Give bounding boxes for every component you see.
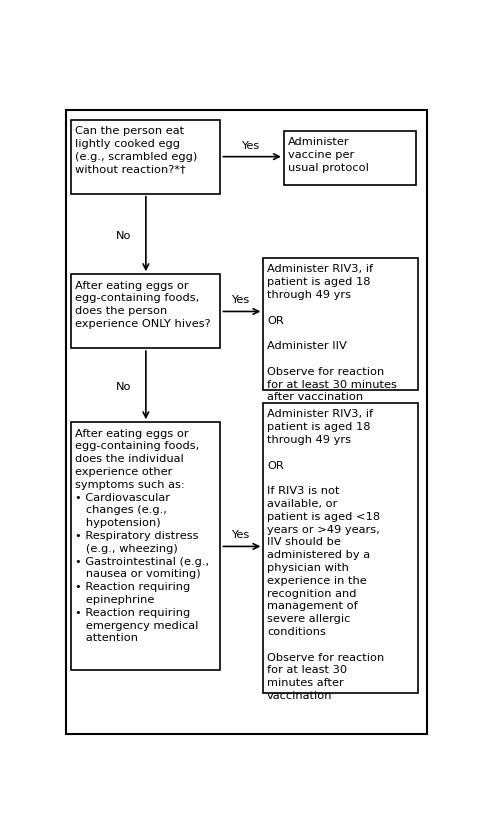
Text: No: No (116, 231, 131, 241)
Text: Yes: Yes (240, 140, 259, 150)
Text: After eating eggs or
egg-containing foods,
does the person
experience ONLY hives: After eating eggs or egg-containing food… (75, 281, 210, 329)
FancyBboxPatch shape (71, 120, 220, 194)
Text: Administer RIV3, if
patient is aged 18
through 49 yrs

OR

If RIV3 is not
availa: Administer RIV3, if patient is aged 18 t… (266, 410, 384, 701)
Text: No: No (116, 382, 131, 392)
Text: Can the person eat
lightly cooked egg
(e.g., scrambled egg)
without reaction?*†: Can the person eat lightly cooked egg (e… (75, 126, 197, 175)
FancyBboxPatch shape (263, 403, 417, 692)
FancyBboxPatch shape (283, 130, 415, 186)
Text: Yes: Yes (231, 295, 249, 305)
Text: Yes: Yes (231, 530, 249, 540)
Text: Administer
vaccine per
usual protocol: Administer vaccine per usual protocol (287, 137, 368, 172)
FancyBboxPatch shape (66, 110, 426, 734)
FancyBboxPatch shape (263, 258, 417, 390)
FancyBboxPatch shape (71, 274, 220, 348)
Text: After eating eggs or
egg-containing foods,
does the individual
experience other
: After eating eggs or egg-containing food… (75, 429, 209, 644)
FancyBboxPatch shape (71, 422, 220, 670)
Text: Administer RIV3, if
patient is aged 18
through 49 yrs

OR

Administer IIV

Obser: Administer RIV3, if patient is aged 18 t… (266, 264, 396, 402)
